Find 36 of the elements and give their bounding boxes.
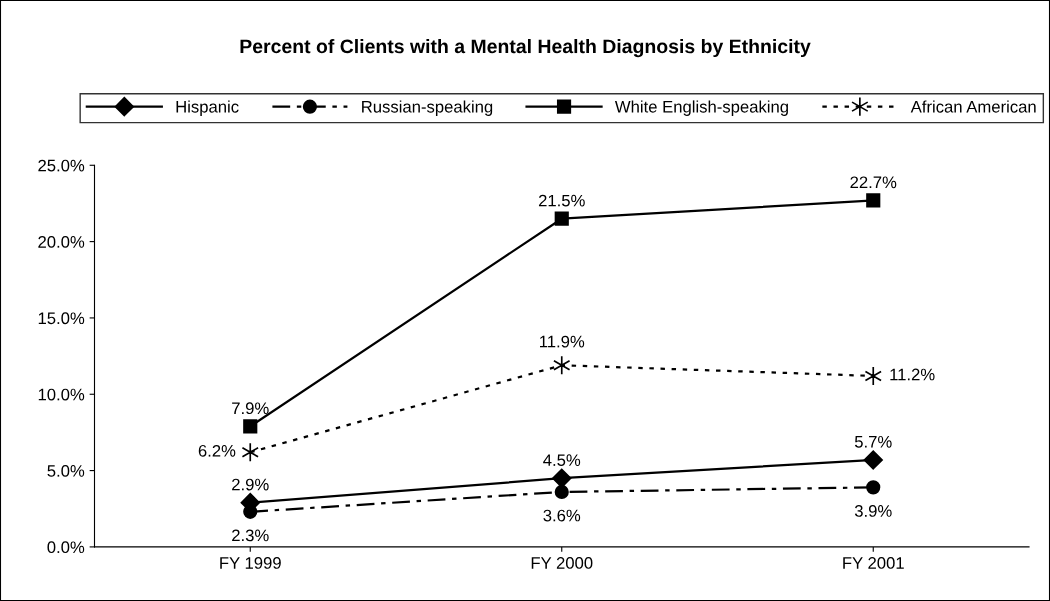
data-label: 22.7% [850,176,897,189]
x-tick-label: FY 2000 [531,557,593,569]
data-label: 3.6% [543,509,581,522]
data-label: 5.7% [854,435,892,448]
legend-label: Hispanic [176,100,239,116]
point [552,468,572,488]
data-label: 3.9% [854,505,892,517]
y-tick-label: 25.0% [38,159,85,172]
point [554,211,569,226]
data-label: 21.5% [538,194,585,207]
point [866,193,881,208]
point [866,480,881,495]
data-label: 2.9% [232,478,269,491]
point [243,419,258,434]
data-label: 11.2% [890,368,935,381]
y-tick-label: 5.0% [47,464,85,477]
data-label: 11.9% [540,335,585,348]
legend-label: African American [910,100,1036,113]
legend-label: Russian-speaking [362,100,493,116]
point [864,366,882,386]
point [863,450,883,470]
y-tick-label: 10.0% [38,388,85,401]
data-label: 7.9% [232,402,269,415]
point [553,355,571,376]
chart-title: Percent of Clients with a Mental Health Diagnosis by Ethnicity [240,38,811,58]
x-tick-label: FY 2001 [843,557,904,569]
data-label: 2.3% [232,529,269,542]
x-tick-label: FY 1999 [220,557,281,569]
y-tick-label: 0.0% [47,541,85,554]
point [241,442,259,463]
y-tick-label: 20.0% [38,236,85,248]
y-tick-label: 15.0% [38,312,85,325]
data-label: 4.5% [543,454,581,467]
data-label: 6.2% [198,444,236,457]
point [554,484,569,500]
legend-label: White English-speaking [614,100,788,116]
